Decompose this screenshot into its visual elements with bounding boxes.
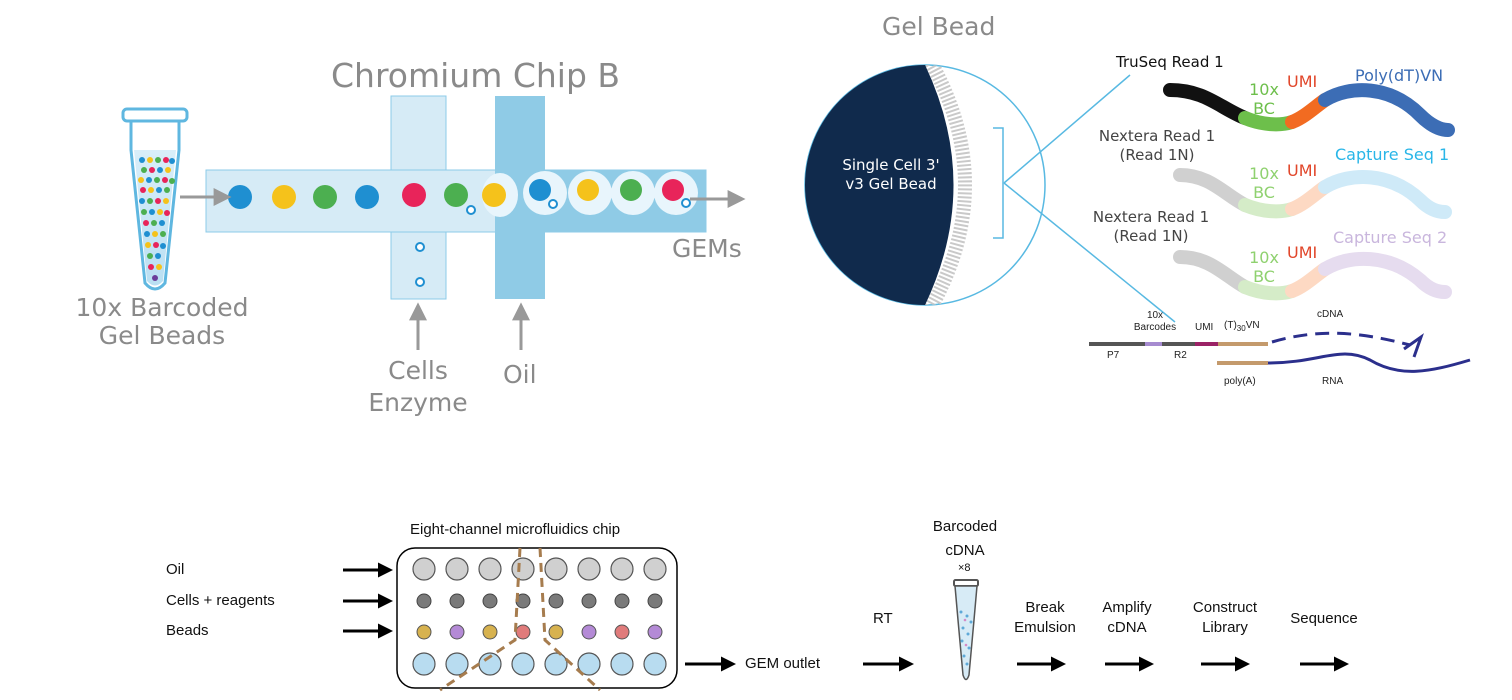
construct-p7-label: P7 bbox=[1107, 350, 1120, 361]
eight-channel-chip bbox=[396, 547, 678, 689]
bead-name-line2: v3 Gel Bead bbox=[845, 175, 937, 193]
strand1-read-label: TruSeq Read 1 bbox=[1116, 53, 1224, 71]
beads-label-line2: Gel Beads bbox=[98, 321, 226, 350]
strand1-umi-label: UMI bbox=[1287, 72, 1318, 91]
chip-wells bbox=[412, 557, 667, 676]
times8-label: ×8 bbox=[958, 562, 971, 574]
strand1-capture-label: Poly(dT)VN bbox=[1355, 66, 1444, 85]
strand3-capture-label: Capture Seq 2 bbox=[1333, 228, 1448, 247]
barcoded-line2: cDNA bbox=[945, 542, 985, 559]
step2-line1: Amplify bbox=[1102, 599, 1152, 616]
construct-t30-label: (T)30VN bbox=[1224, 320, 1260, 333]
strand2-read-line2: (Read 1N) bbox=[1119, 146, 1195, 164]
step-amplify-cdna: Amplify cDNA bbox=[1077, 598, 1177, 638]
construct-diagram bbox=[1089, 331, 1471, 373]
gel-bead bbox=[804, 64, 1176, 323]
strand2-read-line1: Nextera Read 1 bbox=[1098, 127, 1216, 145]
step-break-emulsion: Break Emulsion bbox=[995, 598, 1095, 638]
gem-outlet-label: GEM outlet bbox=[745, 655, 821, 672]
gel-bead-title: Gel Bead bbox=[882, 12, 996, 41]
bead-name: Single Cell 3' v3 Gel Bead bbox=[826, 156, 956, 194]
gel-bead-tube bbox=[121, 107, 189, 291]
cells-label-line2: Enzyme bbox=[368, 388, 468, 417]
strand2-bc-line2: BC bbox=[1253, 183, 1275, 202]
oligo-strand-3 bbox=[1173, 250, 1452, 301]
beads-label: 10x Barcoded Gel Beads bbox=[72, 294, 252, 350]
barcoded-line1: Barcoded bbox=[932, 518, 998, 535]
strand3-umi-label: UMI bbox=[1287, 243, 1318, 262]
strand2-bc-label: 10x BC bbox=[1244, 164, 1284, 202]
step-construct-library: Construct Library bbox=[1175, 598, 1275, 638]
construct-barcodes-line1: 10x bbox=[1146, 310, 1164, 321]
t30-vn: VN bbox=[1245, 320, 1260, 331]
construct-barcodes-line2: Barcodes bbox=[1133, 322, 1177, 333]
barcoded-cdna-label: Barcoded cDNA bbox=[925, 515, 1005, 563]
strand3-read-label: Nextera Read 1 (Read 1N) bbox=[1081, 208, 1221, 246]
construct-barcodes-label: 10x Barcodes bbox=[1120, 310, 1190, 334]
oligo-strand-2 bbox=[1173, 168, 1452, 219]
strand2-capture-label: Capture Seq 1 bbox=[1335, 145, 1450, 164]
strand3-read-line1: Nextera Read 1 bbox=[1092, 208, 1210, 226]
strand2-bc-line1: 10x bbox=[1249, 164, 1279, 183]
gems-label: GEMs bbox=[672, 234, 742, 263]
step1-line2: Emulsion bbox=[1014, 619, 1076, 636]
construct-cdna-label: cDNA bbox=[1317, 309, 1344, 320]
bead-name-line1: Single Cell 3' bbox=[842, 156, 940, 174]
step3-line2: Library bbox=[1202, 619, 1248, 636]
beads-label-line1: 10x Barcoded bbox=[75, 293, 249, 322]
step1-line1: Break bbox=[1025, 599, 1065, 616]
step4-line1: Sequence bbox=[1290, 610, 1358, 627]
construct-umi-label: UMI bbox=[1195, 322, 1214, 333]
strand2-umi-label: UMI bbox=[1287, 161, 1318, 180]
construct-r2-label: R2 bbox=[1174, 350, 1187, 361]
step-sequence: Sequence bbox=[1274, 609, 1374, 629]
input-beads-label: Beads bbox=[166, 622, 209, 639]
workflow bbox=[343, 547, 1349, 692]
chip-title: Chromium Chip B bbox=[331, 56, 621, 95]
workflow-chip-title: Eight-channel microfluidics chip bbox=[410, 521, 621, 538]
strand3-bc-line1: 10x bbox=[1249, 248, 1279, 267]
cdna-tube bbox=[953, 579, 979, 681]
construct-rna-label: RNA bbox=[1322, 376, 1344, 387]
rt-label: RT bbox=[873, 610, 893, 627]
tube-beads bbox=[138, 157, 175, 281]
cells-enzyme-label: Cells Enzyme bbox=[358, 355, 478, 419]
strand2-read-label: Nextera Read 1 (Read 1N) bbox=[1087, 127, 1227, 165]
t30-sub: 30 bbox=[1236, 324, 1246, 333]
step2-line2: cDNA bbox=[1107, 619, 1147, 636]
input-cells-label: Cells + reagents bbox=[166, 592, 275, 609]
chromium-chip bbox=[180, 95, 746, 350]
strand1-bc-line2: BC bbox=[1253, 99, 1275, 118]
input-oil-label: Oil bbox=[166, 561, 185, 578]
strand3-bc-label: 10x BC bbox=[1244, 248, 1284, 286]
step3-line1: Construct bbox=[1192, 599, 1258, 616]
oil-label: Oil bbox=[503, 360, 537, 389]
strand1-bc-label: 10x BC bbox=[1244, 80, 1284, 118]
t30-main: (T) bbox=[1224, 320, 1237, 331]
strand3-read-line2: (Read 1N) bbox=[1113, 227, 1189, 245]
strand3-bc-line2: BC bbox=[1253, 267, 1275, 286]
strand1-bc-line1: 10x bbox=[1249, 80, 1279, 99]
construct-polya-label: poly(A) bbox=[1224, 376, 1256, 387]
cells-label-line1: Cells bbox=[388, 356, 448, 385]
oligo-strand-1 bbox=[1163, 83, 1455, 137]
